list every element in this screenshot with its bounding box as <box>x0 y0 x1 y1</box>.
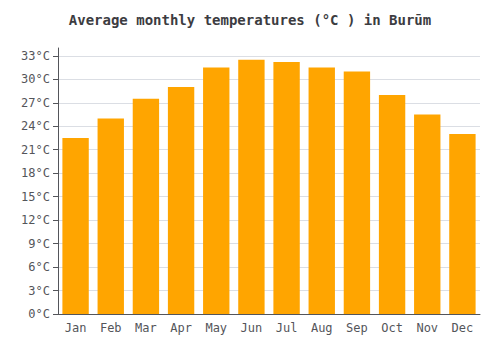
svg-text:6°C: 6°C <box>28 260 50 274</box>
svg-text:18°C: 18°C <box>21 166 50 180</box>
svg-text:27°C: 27°C <box>21 96 50 110</box>
svg-text:Nov: Nov <box>416 321 438 335</box>
svg-text:Average monthly temperatures (: Average monthly temperatures (°C ) in Bu… <box>69 12 431 28</box>
svg-text:21°C: 21°C <box>21 143 50 157</box>
svg-text:Sep: Sep <box>346 321 368 335</box>
svg-text:Feb: Feb <box>100 321 122 335</box>
svg-text:Jun: Jun <box>241 321 263 335</box>
svg-text:Apr: Apr <box>170 321 192 335</box>
svg-text:Mar: Mar <box>135 321 157 335</box>
svg-text:Dec: Dec <box>452 321 474 335</box>
svg-text:33°C: 33°C <box>21 49 50 63</box>
svg-text:0°C: 0°C <box>28 307 50 321</box>
svg-text:Jan: Jan <box>65 321 87 335</box>
svg-text:9°C: 9°C <box>28 237 50 251</box>
svg-text:Oct: Oct <box>381 321 403 335</box>
svg-text:15°C: 15°C <box>21 190 50 204</box>
svg-text:May: May <box>205 321 227 335</box>
svg-text:30°C: 30°C <box>21 72 50 86</box>
svg-text:3°C: 3°C <box>28 284 50 298</box>
svg-text:12°C: 12°C <box>21 213 50 227</box>
svg-text:Aug: Aug <box>311 321 333 335</box>
svg-text:24°C: 24°C <box>21 119 50 133</box>
svg-text:Jul: Jul <box>276 321 298 335</box>
